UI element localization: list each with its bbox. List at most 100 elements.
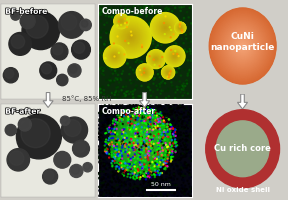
- Point: [124, 148, 129, 152]
- Point: [164, 175, 169, 178]
- Point: [155, 131, 160, 134]
- Point: [102, 145, 106, 148]
- Point: [153, 34, 157, 37]
- Point: [180, 30, 185, 33]
- Point: [179, 165, 184, 168]
- Circle shape: [237, 40, 248, 52]
- Point: [112, 185, 117, 188]
- Point: [141, 159, 145, 162]
- Point: [154, 163, 159, 166]
- Point: [143, 119, 148, 122]
- Point: [157, 83, 162, 86]
- Point: [150, 146, 155, 149]
- Circle shape: [112, 18, 149, 56]
- Point: [122, 182, 126, 185]
- Circle shape: [64, 120, 81, 137]
- Point: [142, 180, 147, 184]
- Point: [129, 145, 134, 148]
- Point: [150, 182, 155, 186]
- Point: [118, 179, 122, 182]
- Point: [112, 193, 117, 197]
- Point: [148, 49, 152, 52]
- Point: [120, 157, 124, 160]
- Point: [158, 120, 163, 123]
- Point: [158, 193, 163, 196]
- Circle shape: [229, 31, 256, 61]
- Point: [178, 84, 183, 87]
- Circle shape: [22, 15, 31, 24]
- Circle shape: [167, 49, 182, 64]
- Point: [185, 170, 190, 173]
- Circle shape: [236, 38, 250, 54]
- Point: [107, 77, 112, 81]
- Point: [100, 136, 105, 139]
- Point: [183, 141, 187, 144]
- Point: [130, 122, 134, 125]
- Point: [104, 109, 109, 112]
- Point: [166, 176, 171, 179]
- Circle shape: [119, 121, 163, 165]
- Point: [100, 178, 104, 181]
- Point: [153, 133, 158, 136]
- Point: [181, 155, 185, 159]
- Point: [148, 180, 153, 184]
- Circle shape: [119, 18, 124, 24]
- Circle shape: [60, 116, 70, 125]
- Point: [185, 121, 189, 124]
- Circle shape: [235, 37, 250, 55]
- Point: [141, 116, 145, 119]
- Point: [105, 118, 110, 121]
- Point: [107, 107, 112, 110]
- Point: [181, 148, 186, 151]
- Point: [183, 153, 187, 156]
- Point: [125, 44, 129, 47]
- Point: [101, 121, 105, 125]
- Circle shape: [26, 15, 48, 38]
- Point: [162, 126, 166, 129]
- Point: [124, 110, 128, 113]
- Point: [105, 114, 109, 117]
- Point: [99, 162, 104, 165]
- Point: [141, 179, 146, 183]
- Point: [124, 90, 129, 93]
- Point: [117, 90, 121, 93]
- Point: [155, 107, 159, 110]
- Point: [126, 179, 130, 182]
- Point: [136, 41, 140, 45]
- Point: [126, 63, 130, 66]
- Point: [113, 46, 118, 49]
- Point: [153, 192, 158, 195]
- Point: [163, 82, 167, 85]
- Point: [154, 152, 158, 155]
- Point: [171, 69, 175, 72]
- Circle shape: [136, 138, 146, 148]
- Point: [175, 23, 179, 27]
- Point: [186, 113, 190, 116]
- Point: [135, 118, 140, 121]
- Point: [187, 121, 192, 124]
- Circle shape: [166, 70, 170, 75]
- Point: [147, 174, 151, 178]
- Point: [148, 70, 152, 74]
- Circle shape: [162, 67, 174, 78]
- Point: [180, 26, 184, 29]
- Point: [112, 79, 117, 82]
- Point: [120, 16, 124, 20]
- Point: [175, 151, 179, 154]
- Point: [114, 148, 119, 151]
- Point: [116, 180, 121, 184]
- Point: [111, 23, 115, 26]
- Point: [151, 155, 156, 158]
- Point: [134, 103, 138, 106]
- Point: [118, 185, 123, 188]
- Point: [149, 109, 154, 112]
- Point: [154, 20, 159, 23]
- Point: [113, 12, 118, 15]
- Point: [144, 186, 148, 190]
- Point: [116, 106, 121, 110]
- Point: [122, 136, 127, 139]
- Point: [119, 89, 124, 92]
- Point: [96, 127, 101, 130]
- Point: [121, 128, 126, 131]
- Point: [108, 129, 113, 132]
